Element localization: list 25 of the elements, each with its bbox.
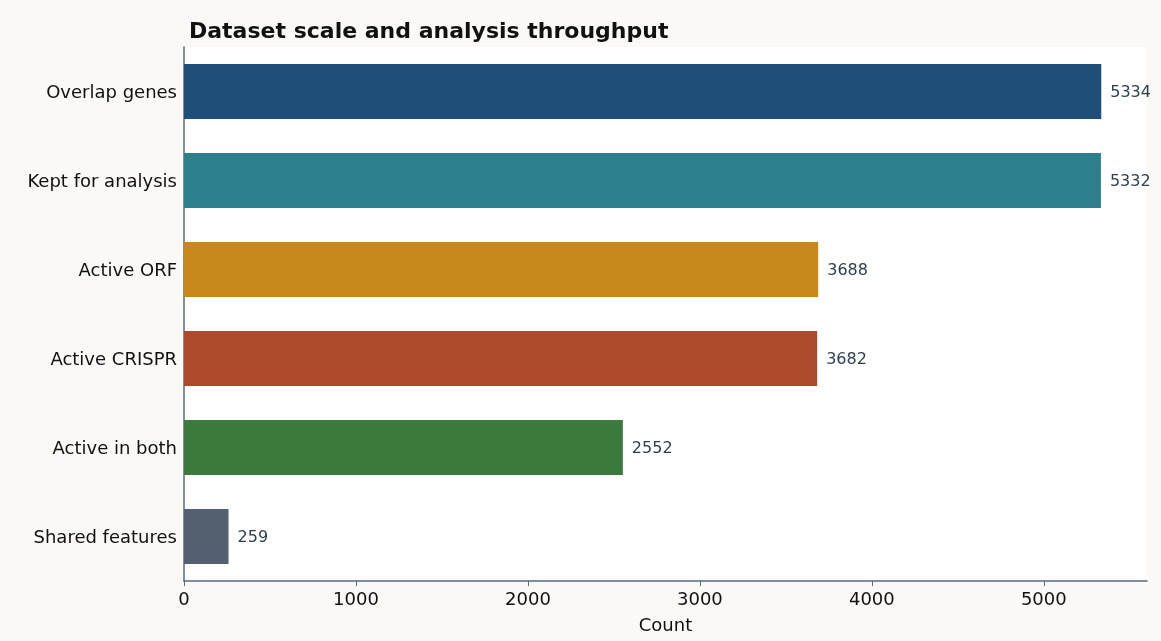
y-tick-label: Shared features [33, 526, 177, 547]
data-label: 3682 [826, 349, 867, 368]
y-tick-label: Active CRISPR [50, 348, 177, 369]
x-axis-title: Count [638, 613, 693, 635]
x-tick-label: 3000 [676, 587, 723, 609]
x-tick-label: 0 [178, 587, 190, 609]
data-label: 2552 [631, 438, 673, 457]
data-label: 5334 [1110, 82, 1151, 101]
x-tick-label: 5000 [1020, 587, 1067, 609]
data-label: 259 [237, 527, 269, 546]
bar [184, 330, 818, 387]
y-tick-label: Kept for analysis [27, 170, 177, 191]
bar [184, 241, 819, 298]
bar [184, 419, 623, 476]
y-tick-label: Active in both [52, 437, 177, 458]
chart-title: Dataset scale and analysis throughput [189, 17, 669, 43]
bar [184, 63, 1102, 120]
data-label: 3688 [827, 260, 868, 279]
x-tick-label: 1000 [333, 587, 379, 609]
y-tick-label: Active ORF [78, 259, 177, 280]
data-label: 5332 [1109, 171, 1151, 190]
bar [184, 152, 1101, 209]
y-tick-label: Overlap genes [46, 81, 177, 102]
x-tick-label: 4000 [848, 587, 895, 609]
x-tick-label: 2000 [505, 587, 551, 609]
